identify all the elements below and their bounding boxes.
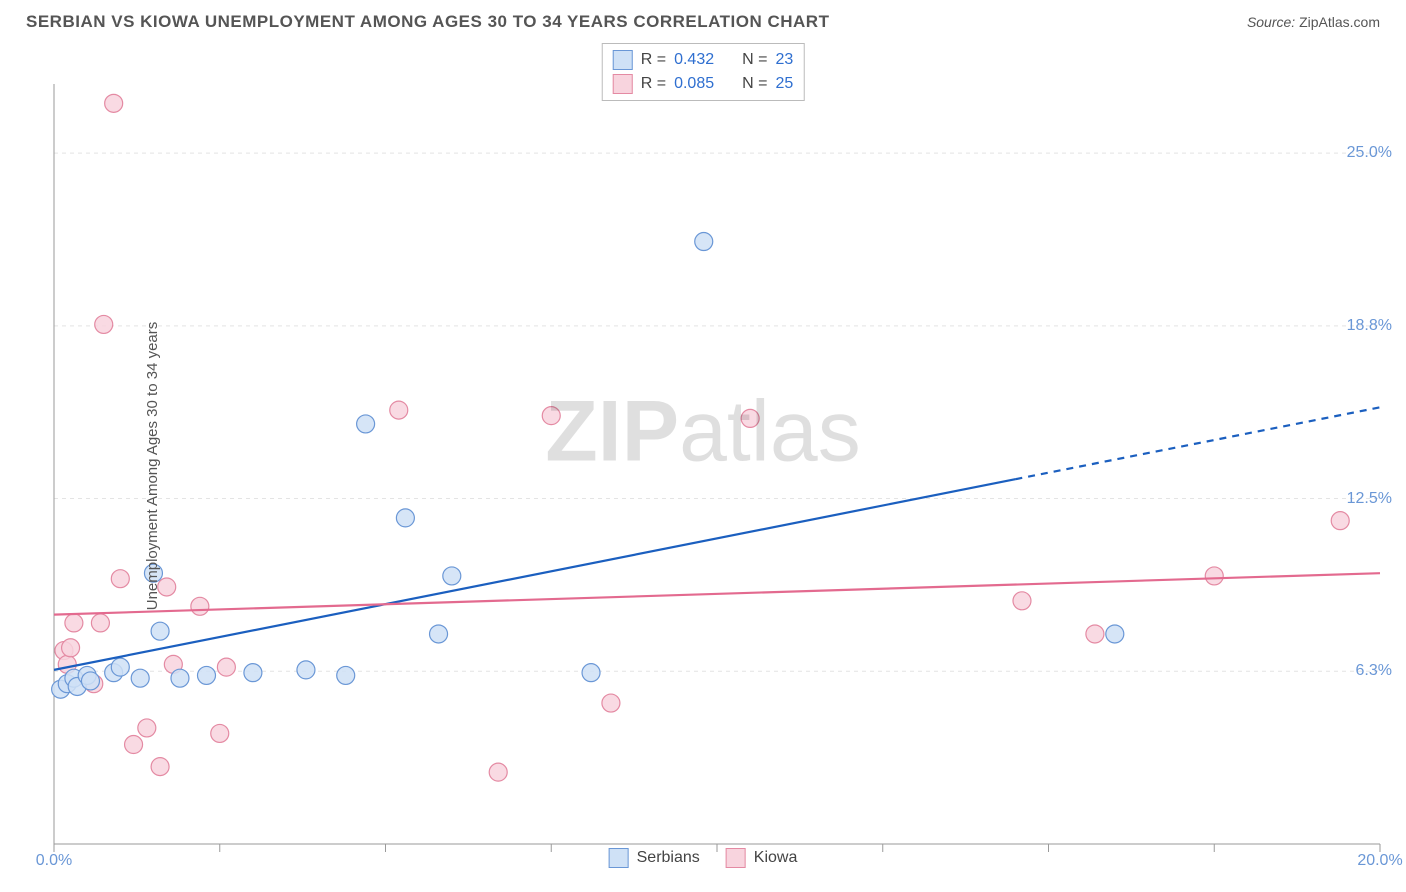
x-tick-label: 20.0%: [1357, 852, 1402, 870]
r-label: R =: [641, 75, 666, 93]
legend-label: Kiowa: [754, 849, 798, 867]
x-tick-label: 0.0%: [36, 852, 72, 870]
r-label: R =: [641, 51, 666, 69]
r-value: 0.432: [674, 51, 714, 69]
source-value: ZipAtlas.com: [1299, 14, 1380, 30]
legend-swatch: [726, 848, 746, 868]
r-value: 0.085: [674, 75, 714, 93]
source: Source: ZipAtlas.com: [1247, 14, 1380, 30]
y-axis-label: Unemployment Among Ages 30 to 34 years: [144, 322, 161, 611]
series-legend: Serbians Kiowa: [609, 848, 798, 868]
stats-legend-row: R = 0.432 N = 23: [613, 48, 794, 72]
legend-swatch: [609, 848, 629, 868]
legend-item: Serbians: [609, 848, 700, 868]
legend-swatch: [613, 50, 633, 70]
stats-legend: R = 0.432 N = 23 R = 0.085 N = 25: [602, 43, 805, 101]
y-tick-label: 25.0%: [1347, 144, 1392, 162]
n-value: 23: [775, 51, 793, 69]
chart-title: SERBIAN VS KIOWA UNEMPLOYMENT AMONG AGES…: [26, 12, 829, 32]
y-tick-label: 6.3%: [1356, 662, 1392, 680]
scatter-chart: [0, 40, 1406, 892]
legend-swatch: [613, 74, 633, 94]
source-label: Source:: [1247, 14, 1295, 30]
plot-area: Unemployment Among Ages 30 to 34 years Z…: [0, 40, 1406, 892]
stats-legend-row: R = 0.085 N = 25: [613, 72, 794, 96]
n-value: 25: [775, 75, 793, 93]
n-label: N =: [742, 75, 767, 93]
legend-label: Serbians: [637, 849, 700, 867]
y-tick-label: 18.8%: [1347, 317, 1392, 335]
n-label: N =: [742, 51, 767, 69]
y-tick-label: 12.5%: [1347, 490, 1392, 508]
legend-item: Kiowa: [726, 848, 798, 868]
